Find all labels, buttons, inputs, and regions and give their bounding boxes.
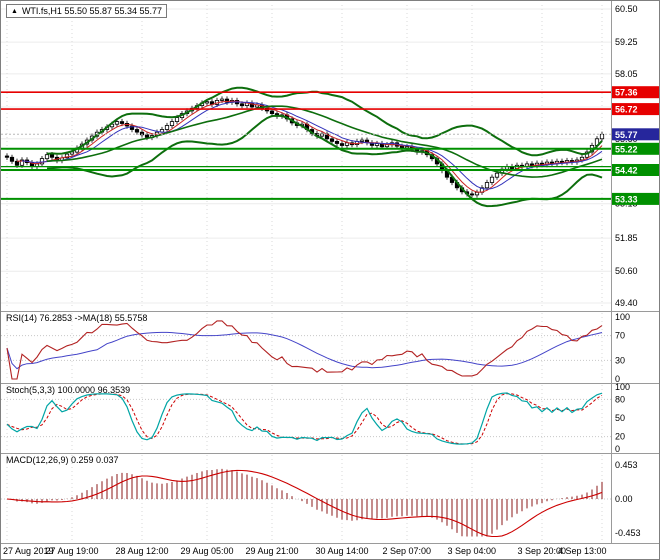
time-axis-label: 3 Sep 04:00 [447,546,497,556]
panel-frame [1,383,659,453]
svg-text:0: 0 [615,374,620,383]
price-axis: 60.5059.2558.0556.8055.6054.4053.1551.85… [611,1,659,311]
macd-signal-line [6,469,603,538]
stoch-levels [1,398,611,438]
panel-axis: 100 70 30 0 [615,312,630,383]
svg-text:0.00: 0.00 [615,494,633,504]
svg-text:51.85: 51.85 [615,233,638,243]
svg-text:80: 80 [615,394,625,404]
panel-axis: 0.453 0.00 -0.453 [615,460,641,538]
horizontal-levels [1,91,611,200]
panel-frame [1,453,659,543]
bollinger-bands [46,86,603,208]
svg-text:55.77: 55.77 [615,130,638,140]
rsi-panel: 100 70 30 0 RSI(14) 76.2853 ->MA(18) 55.575… [1,311,659,383]
time-axis[interactable]: 27 Aug 2019 27 Aug 19:00 28 Aug 12:00 29 Au… [1,543,659,559]
svg-text:100: 100 [615,383,630,392]
svg-text:59.25: 59.25 [615,37,638,47]
time-axis-label: 2 Sep 07:00 [382,546,432,556]
time-axis-label: 29 Aug 21:00 [245,546,299,556]
svg-text:70: 70 [615,331,625,341]
svg-text:-0.453: -0.453 [615,528,641,538]
time-axis-label: 29 Aug 05:00 [180,546,234,556]
time-axis-label: 27 Aug 2019 [3,546,54,556]
svg-text:56.72: 56.72 [615,105,638,115]
svg-text:54.42: 54.42 [615,166,638,176]
panel-frame [1,311,659,383]
time-axis-label: 27 Aug 19:00 [45,546,99,556]
svg-text:58.05: 58.05 [615,69,638,79]
stochastic-chart-canvas[interactable]: 100 80 50 20 0 [1,383,660,453]
macd-histogram [11,468,603,537]
svg-text:20: 20 [615,432,625,442]
svg-text:0.453: 0.453 [615,460,638,470]
svg-text:100: 100 [615,312,630,322]
macd-indicator-label: MACD(12,26,9) 0.259 0.037 [6,455,119,465]
svg-text:49.40: 49.40 [615,298,638,308]
main-chart-panel: 60.5059.2558.0556.8055.6054.4053.1551.85… [1,1,659,311]
svg-text:53.33: 53.33 [615,194,638,204]
svg-text:60.50: 60.50 [615,4,638,14]
stochastic-panel: 100 80 50 20 0 Stoch(5,3,3) 100.0000 96.3539 [1,383,659,453]
macd-chart-canvas[interactable]: 0.453 0.00 -0.453 [1,453,660,543]
rsi-chart-canvas[interactable]: 100 70 30 0 [1,311,660,383]
symbol-icon: ▲ [11,7,18,15]
svg-text:0: 0 [615,444,620,453]
stochastic-indicator-label: Stoch(5,3,3) 100.0000 96.3539 [6,385,131,395]
price-chart-canvas[interactable]: 60.5059.2558.0556.8055.6054.4053.1551.85… [1,1,660,311]
svg-text:57.36: 57.36 [615,88,638,98]
svg-text:30: 30 [615,355,625,365]
time-axis-label: 30 Aug 14:00 [315,546,369,556]
svg-text:50: 50 [615,413,625,423]
time-axis-label: 4 Sep 13:00 [558,546,607,556]
svg-text:50.60: 50.60 [615,266,638,276]
rsi-lines [6,320,603,380]
rsi-indicator-label: RSI(14) 76.2853 ->MA(18) 55.5758 [6,313,148,323]
panel-axis: 100 80 50 20 0 [615,383,630,453]
stoch-lines [6,392,603,445]
time-axis-label: 3 Sep 20:00 [517,546,567,556]
macd-panel: 0.453 0.00 -0.453 MACD(12,26,9) 0.259 0.03… [1,453,659,543]
svg-text:55.22: 55.22 [615,144,638,154]
time-axis-label: 28 Aug 12:00 [115,546,169,556]
moving-averages [16,100,603,193]
symbol-ohlc-text: WTI.fs,H1 55.50 55.87 55.34 55.77 [21,6,163,16]
symbol-info-box: ▲ WTI.fs,H1 55.50 55.87 55.34 55.77 [6,4,168,18]
